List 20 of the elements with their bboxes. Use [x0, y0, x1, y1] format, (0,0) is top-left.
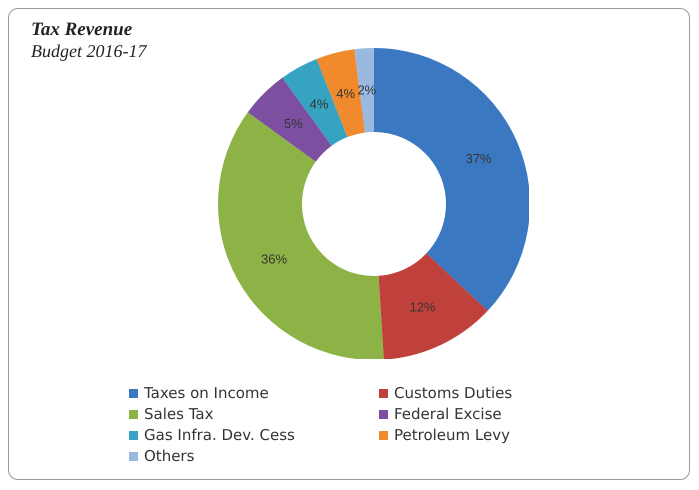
donut-slice — [248, 78, 332, 162]
donut-slice — [378, 253, 488, 359]
chart-subtitle: Budget 2016-17 — [31, 41, 146, 62]
legend-label: Federal Excise — [394, 405, 502, 423]
data-label: 4% — [310, 96, 329, 112]
data-label: 12% — [410, 300, 436, 315]
legend-label: Gas Infra. Dev. Cess — [144, 426, 295, 444]
data-label: 5% — [284, 116, 304, 131]
donut-slice — [374, 48, 529, 311]
data-label: 4% — [336, 86, 356, 102]
legend-label: Petroleum Levy — [394, 426, 510, 444]
donut-slice — [354, 48, 374, 133]
legend-label: Others — [144, 447, 194, 465]
data-label: 37% — [466, 151, 492, 166]
chart-title: Tax Revenue — [31, 19, 134, 41]
data-label: 36% — [261, 251, 288, 266]
legend-label: Sales Tax — [144, 405, 214, 423]
legend-label: Taxes on Income — [144, 384, 269, 402]
legend-label: Customs Duties — [394, 384, 512, 402]
donut-slice — [218, 112, 384, 359]
